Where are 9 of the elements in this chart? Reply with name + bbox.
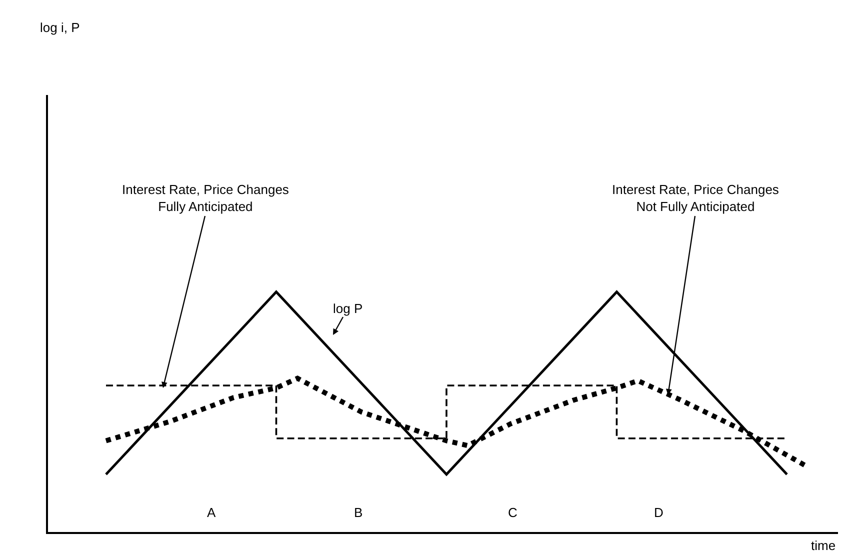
text: log i, P [40,20,80,35]
annotation: B [354,505,363,520]
text: Interest Rate, Price Changes Fully Anticipated [122,182,290,214]
annotation: D [654,505,664,520]
x-axis-title: time [811,538,836,553]
annotation: log P [333,301,363,316]
annotation: C [508,505,518,520]
text: Interest Rate, Price Changes Not Fully Anticipated [612,182,780,214]
annotation: A [207,505,216,520]
